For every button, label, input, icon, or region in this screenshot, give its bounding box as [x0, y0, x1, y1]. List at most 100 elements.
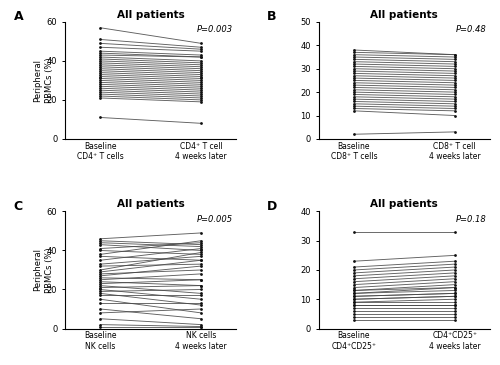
Text: P=0.18: P=0.18 — [456, 215, 486, 224]
Point — [96, 261, 104, 267]
Point — [96, 269, 104, 275]
Point — [96, 242, 104, 247]
Point — [197, 242, 205, 247]
Point — [350, 285, 358, 291]
Point — [350, 54, 358, 60]
Point — [96, 60, 104, 66]
Point — [197, 238, 205, 244]
Point — [350, 299, 358, 305]
Point — [450, 258, 458, 264]
Point — [197, 277, 205, 283]
Point — [450, 80, 458, 86]
Point — [96, 273, 104, 279]
Point — [350, 92, 358, 97]
Point — [96, 322, 104, 327]
Point — [197, 80, 205, 85]
Point — [96, 83, 104, 89]
Point — [96, 287, 104, 292]
Point — [350, 288, 358, 293]
Point — [350, 49, 358, 55]
Point — [96, 253, 104, 259]
Point — [350, 105, 358, 111]
Point — [96, 275, 104, 281]
Point — [96, 41, 104, 46]
Point — [350, 302, 358, 308]
Point — [197, 77, 205, 83]
Point — [197, 81, 205, 87]
Point — [350, 99, 358, 104]
Point — [450, 293, 458, 299]
Point — [96, 85, 104, 91]
Point — [450, 77, 458, 83]
Point — [350, 85, 358, 91]
Point — [450, 61, 458, 67]
Point — [450, 253, 458, 258]
Point — [350, 61, 358, 67]
Point — [197, 261, 205, 267]
Point — [450, 229, 458, 235]
Y-axis label: Peripheral
PBMCs (%): Peripheral PBMCs (%) — [34, 247, 54, 293]
Point — [450, 82, 458, 88]
Point — [96, 50, 104, 56]
Point — [96, 56, 104, 62]
Title: All patients: All patients — [370, 10, 438, 20]
Point — [350, 279, 358, 285]
Text: D: D — [267, 200, 278, 213]
Point — [450, 59, 458, 65]
Point — [197, 300, 205, 306]
Point — [197, 251, 205, 257]
Point — [197, 41, 205, 46]
Point — [96, 58, 104, 64]
Point — [350, 75, 358, 81]
Text: P=0.003: P=0.003 — [197, 26, 233, 34]
Point — [450, 264, 458, 270]
Point — [350, 273, 358, 279]
Point — [197, 93, 205, 99]
Point — [96, 72, 104, 77]
Point — [350, 70, 358, 76]
Point — [197, 54, 205, 60]
Point — [450, 112, 458, 118]
Text: B: B — [267, 10, 276, 23]
Point — [350, 308, 358, 314]
Point — [197, 83, 205, 89]
Point — [450, 288, 458, 293]
Point — [197, 89, 205, 95]
Point — [450, 75, 458, 81]
Point — [350, 52, 358, 58]
Point — [350, 267, 358, 273]
Text: A: A — [14, 10, 23, 23]
Point — [450, 52, 458, 58]
Point — [450, 87, 458, 93]
Point — [450, 99, 458, 104]
Point — [96, 306, 104, 312]
Point — [197, 316, 205, 322]
Point — [450, 314, 458, 320]
Point — [350, 68, 358, 74]
Point — [350, 47, 358, 53]
Point — [197, 283, 205, 288]
Point — [197, 74, 205, 80]
Point — [350, 59, 358, 65]
Point — [197, 267, 205, 273]
Point — [96, 64, 104, 70]
Point — [96, 89, 104, 95]
Point — [350, 305, 358, 311]
Point — [96, 77, 104, 83]
Point — [350, 264, 358, 270]
Point — [96, 238, 104, 244]
Point — [96, 95, 104, 101]
Point — [350, 96, 358, 102]
Point — [450, 73, 458, 78]
Point — [450, 105, 458, 111]
Point — [450, 267, 458, 273]
Point — [350, 66, 358, 72]
Point — [96, 281, 104, 287]
Point — [350, 89, 358, 95]
Point — [450, 261, 458, 267]
Point — [350, 80, 358, 86]
Point — [450, 70, 458, 76]
Point — [96, 316, 104, 322]
Point — [450, 57, 458, 62]
Point — [450, 129, 458, 135]
